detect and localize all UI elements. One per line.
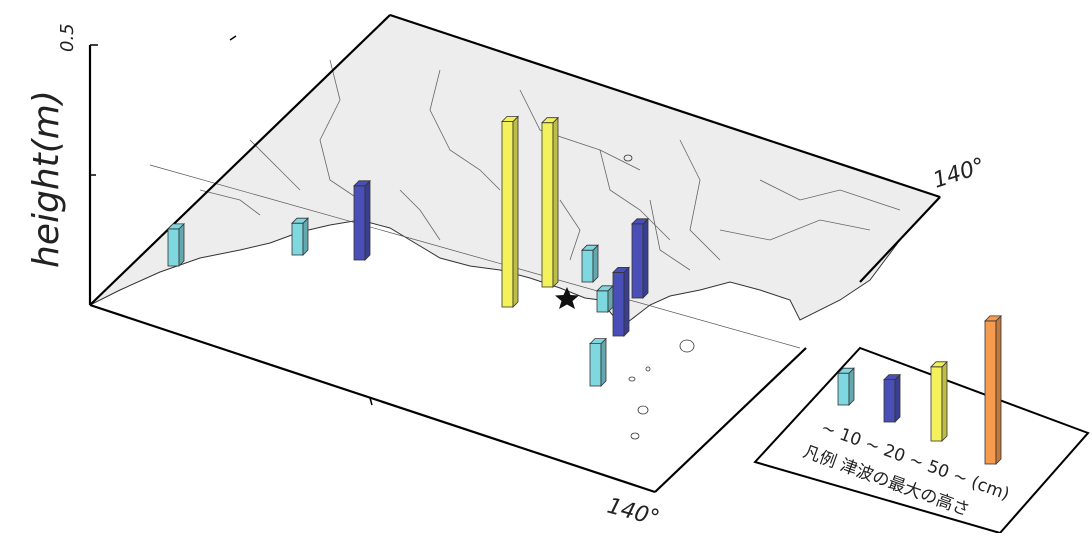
station-bar-s5 [541,116,559,288]
legend-bar-2 [930,360,948,442]
station-bar-s3 [353,179,371,261]
station-bar-s1 [167,222,185,267]
legend-panel [753,346,1090,535]
station-bar-s8 [596,284,614,313]
islands [623,154,695,440]
frame-ticks [229,35,373,406]
station-bar-s6 [581,244,599,283]
bar-layer [167,115,649,387]
star-icon [555,287,579,309]
station-bar-s2 [291,217,309,256]
plot-frame [88,13,941,494]
station-bar-s10 [589,337,607,387]
latitude-line [149,164,801,349]
height-axis-label: height(m) [26,90,67,268]
lon-label-bottom: 140° [604,494,662,532]
legend-bar-3 [984,314,1002,465]
height-axis-ticks [90,44,98,176]
legend-bar-0 [837,367,855,406]
station-bar-s4 [501,115,519,308]
station-bar-s9 [612,266,630,337]
legend-bar-1 [883,373,901,423]
legend-bar-layer [837,314,1002,465]
height-axis-max: 0.5 [57,23,78,52]
lon-label-right: 140° [930,154,988,194]
station-bar-s7 [631,217,649,299]
prefecture-borders [199,59,901,271]
